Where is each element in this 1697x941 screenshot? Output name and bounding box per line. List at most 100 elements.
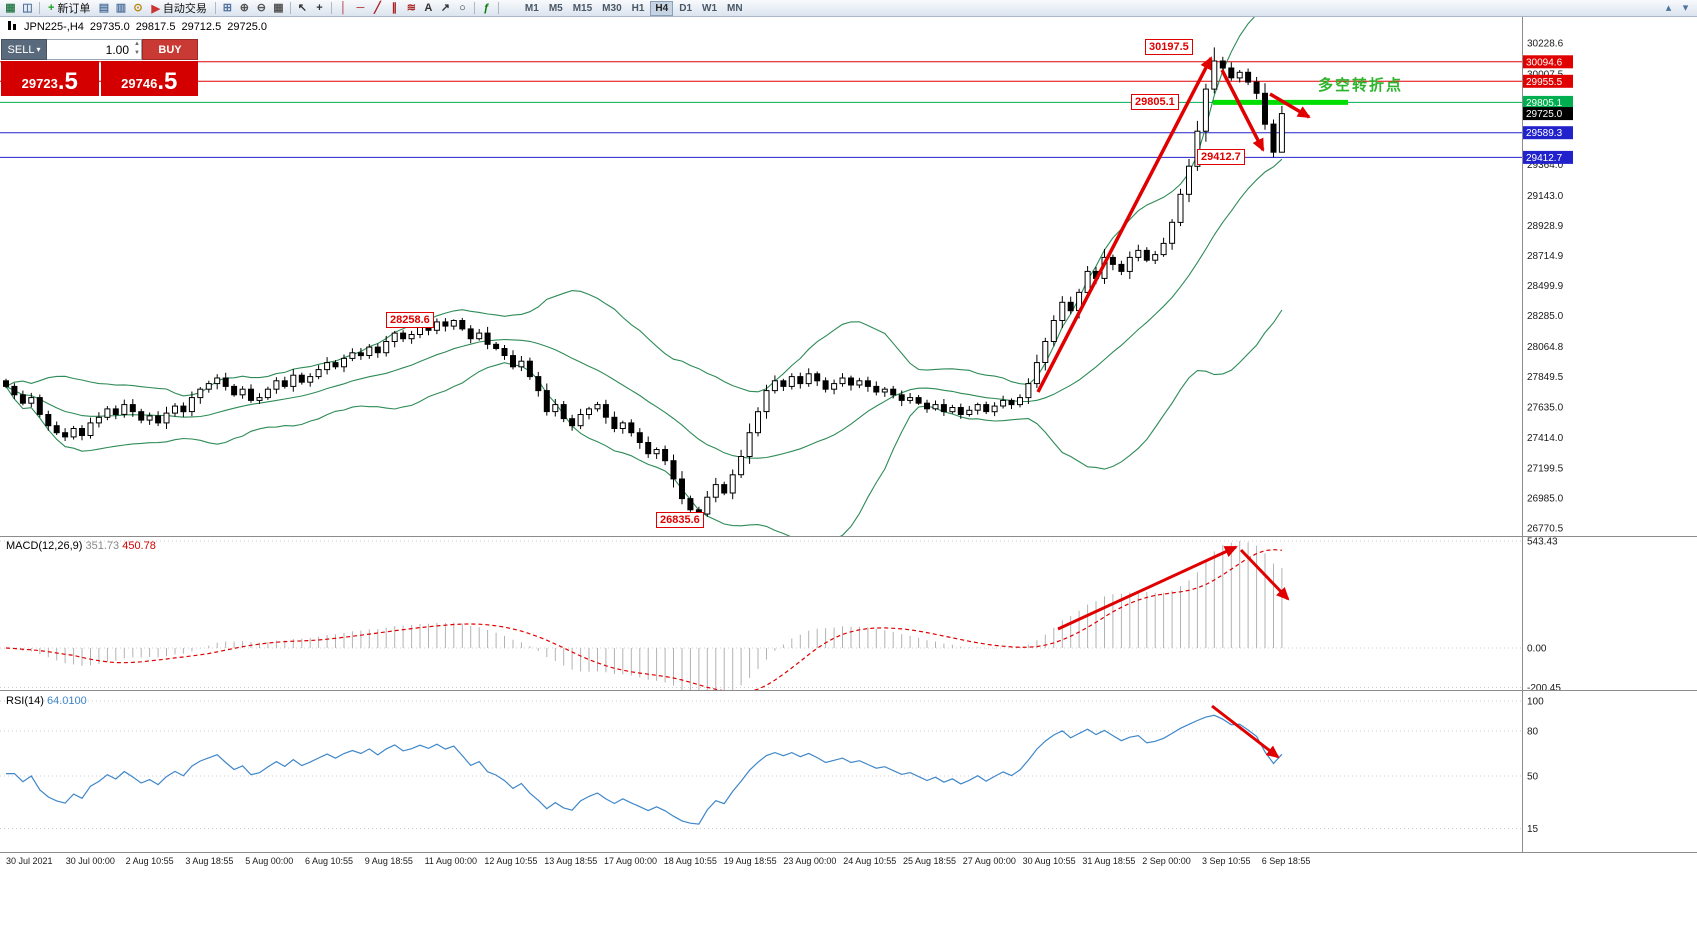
toolbar-separator [330,2,332,14]
tile-windows-icon[interactable]: ⊞ [219,1,236,16]
timeframe-m15[interactable]: M15 [572,2,593,14]
price-axis-border [1522,17,1523,853]
timeframe-h1[interactable]: H1 [631,2,645,14]
chart-bars-icon: ▤ [98,1,110,14]
svg-text:29412.7: 29412.7 [1526,153,1563,164]
svg-text:543.43: 543.43 [1527,537,1558,548]
vertical-line-icon[interactable]: │ [335,1,352,16]
price-callout[interactable]: 26835.6 [656,512,704,528]
time-axis-label: 30 Jul 2021 [6,856,53,866]
trendline-icon[interactable]: ╱ [369,1,386,16]
rsi-value: 64.0100 [46,695,87,707]
time-axis-label: 25 Aug 18:55 [903,856,957,866]
main-chart[interactable]: 30228.630007.529364.029143.028928.928714… [0,17,1697,536]
toolbar-icons: ▦ ◫ + 新订单 ▤ ▥ ⊙ ▶ 自动交易 ⊞ ⊕ ⊖ ▦ ↖ + │ ─ ╱ ∥ ≋ A ↗ ○ ƒ [2,0,502,16]
shapes-icon[interactable]: ○ [454,1,471,16]
volume-value: 1.00 [105,42,129,57]
rsi-chart[interactable]: 100 80 50 15 [0,691,1697,852]
price-callout[interactable]: 29412.7 [1197,149,1245,165]
timeframe-m30[interactable]: M30 [602,2,622,14]
new-order-button-label: 新订单 [57,3,91,15]
volume-input[interactable]: 1.00 ▲ ▼ [47,39,142,60]
alerts-icon[interactable]: ⊙ [129,1,146,16]
svg-text:100: 100 [1527,697,1544,708]
auto-trading-button[interactable]: ▶ 自动交易 [146,1,211,16]
time-axis-label: 17 Aug 00:00 [604,856,658,866]
dropdown-caret-icon: ▾ [36,45,41,54]
profiles-icon[interactable]: ◫ [19,1,36,16]
sell-price-main: 29723 [21,76,58,91]
volume-spinner[interactable]: ▲ ▼ [134,41,140,56]
zoom-out-icon: ⊖ [256,1,267,14]
svg-text:28499.9: 28499.9 [1527,281,1564,292]
price-callout[interactable]: 28258.6 [386,312,434,328]
svg-text:27414.0: 27414.0 [1527,433,1564,444]
time-axis-label: 27 Aug 00:00 [962,856,1016,866]
macd-label: MACD(12,26,9) 351.73 450.78 [6,540,156,552]
one-click-trading-panel: SELL ▾ 1.00 ▲ ▼ BUY 29723.5 29746.5 [1,39,198,96]
indicators-icon[interactable]: ƒ [478,1,495,16]
svg-text:0.00: 0.00 [1527,644,1547,655]
toolbar-scroll-down-icon[interactable]: ▾ [1682,2,1689,14]
timeframe-m1[interactable]: M1 [524,2,539,14]
new-order-button[interactable]: + 新订单 [43,1,95,16]
timeframe-m5[interactable]: M5 [548,2,563,14]
price-callout[interactable]: 29805.1 [1131,94,1179,110]
buy-price-display[interactable]: 29746.5 [100,61,198,96]
zoom-out-icon[interactable]: ⊖ [253,1,270,16]
sell-price-display[interactable]: 29723.5 [1,61,99,96]
svg-text:29143.0: 29143.0 [1527,191,1564,202]
timeframe-w1[interactable]: W1 [702,2,718,14]
price-callout[interactable]: 30197.5 [1145,39,1193,55]
ohlc-low: 29712.5 [181,21,222,33]
horizontal-line-icon[interactable]: ─ [352,1,369,16]
sell-price-frac: .5 [57,68,78,95]
buy-button[interactable]: BUY [142,39,198,60]
ohlc-high: 29817.5 [135,21,176,33]
arrows-tool-icon[interactable]: ↗ [437,1,454,16]
svg-text:-200.45: -200.45 [1527,683,1561,690]
zoom-in-icon[interactable]: ⊕ [236,1,253,16]
crosshair-icon[interactable]: + [311,1,328,16]
symbol-name: JPN225-,H4 [24,21,84,33]
toolbar-overflow: ▴ ▾ [1660,1,1694,16]
time-axis[interactable]: 30 Jul 2021 30 Jul 00:00 2 Aug 10:55 3 Aug … [0,853,1697,941]
grid-icon[interactable]: ▦ [270,1,287,16]
tile-windows-icon: ⊞ [222,1,233,14]
time-axis-label: 3 Aug 18:55 [185,856,234,866]
chart-candles-icon[interactable]: ▥ [112,1,129,16]
time-axis-label: 12 Aug 10:55 [484,856,538,866]
channel-icon[interactable]: ∥ [386,1,403,16]
chart-bars-icon[interactable]: ▤ [95,1,112,16]
toolbar-scroll-up-icon[interactable]: ▴ [1665,2,1672,14]
time-axis-label: 2 Aug 10:55 [125,856,174,866]
buy-price-main: 29746 [121,76,158,91]
cursor-icon[interactable]: ↖ [294,1,311,16]
svg-text:27199.5: 27199.5 [1527,463,1564,474]
timeframe-h4[interactable]: H4 [650,0,674,16]
new-chart-icon[interactable]: ▦ [2,1,19,16]
text-label-icon[interactable]: A [420,1,437,16]
svg-text:29589.3: 29589.3 [1526,128,1563,139]
svg-text:29364.0: 29364.0 [1527,160,1564,171]
annotation-note[interactable]: 多空转折点 [1318,77,1404,94]
timeframe-group: M1 M5 M15 M30 H1 H4 D1 W1 MN [520,0,748,16]
time-axis-label: 13 Aug 18:55 [544,856,598,866]
fibonacci-icon[interactable]: ≋ [403,1,420,16]
toolbar-separator [289,2,291,14]
macd-chart[interactable]: 543.43 0.00 -200.45 [0,537,1697,690]
svg-text:27849.5: 27849.5 [1527,372,1564,383]
text-label-icon: A [424,1,433,14]
symbol-header: JPN225-,H4 29735.0 29817.5 29712.5 29725… [8,21,267,33]
sell-button[interactable]: SELL ▾ [1,39,47,60]
shapes-icon: ○ [459,1,466,14]
timeframe-mn[interactable]: MN [727,2,743,14]
svg-text:26770.5: 26770.5 [1527,524,1564,535]
trendline-icon: ╱ [374,1,381,14]
panel-separator[interactable] [0,690,1697,691]
panel-separator[interactable] [0,536,1697,537]
svg-text:28064.8: 28064.8 [1527,342,1564,353]
time-axis-label: 9 Aug 18:55 [364,856,413,866]
timeframe-d1[interactable]: D1 [679,2,693,14]
